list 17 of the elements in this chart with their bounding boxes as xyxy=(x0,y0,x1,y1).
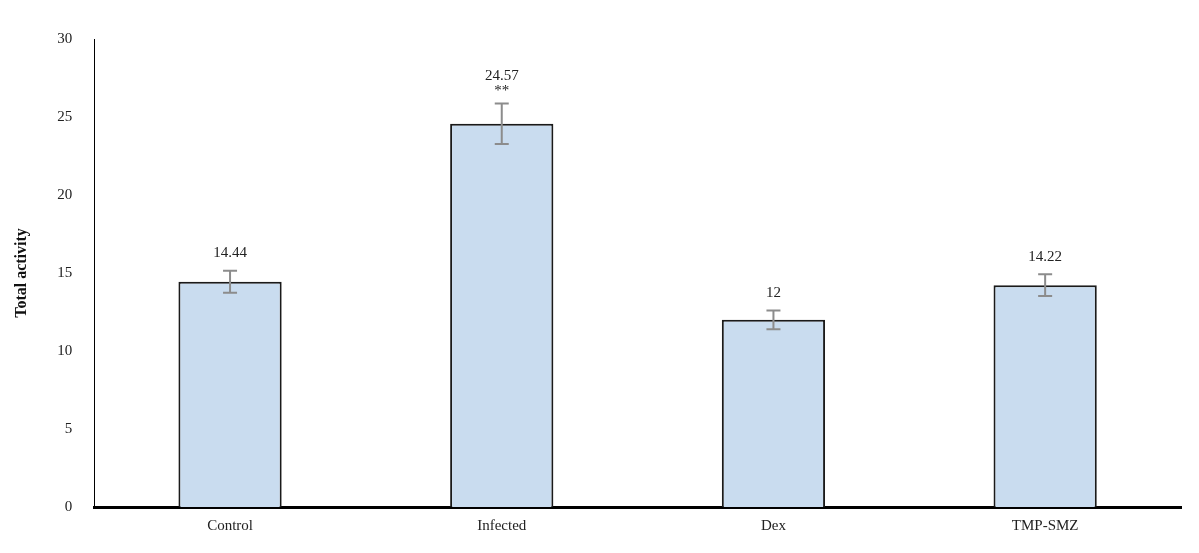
y-tick-label: 25 xyxy=(57,107,73,124)
y-tick-label: 0 xyxy=(64,497,73,514)
x-tick-label: Infected xyxy=(477,516,527,533)
annotation: ** xyxy=(494,82,510,99)
data-label: 14.22 xyxy=(1028,247,1063,264)
data-label: 14.44 xyxy=(213,244,248,261)
x-tick-label: Control xyxy=(207,516,253,533)
data-label: 12 xyxy=(765,283,781,300)
y-tick-label: 10 xyxy=(57,341,73,358)
y-axis-title: Total activity xyxy=(11,228,30,318)
x-tick-label: TMP-SMZ xyxy=(1011,516,1079,533)
x-tick-label: Dex xyxy=(760,516,787,533)
y-tick-label: 30 xyxy=(57,29,73,46)
y-tick-label: 15 xyxy=(57,263,73,280)
y-tick-label: 20 xyxy=(57,185,73,202)
y-tick-label: 5 xyxy=(64,419,73,436)
data-label: 24.57 xyxy=(484,66,520,83)
